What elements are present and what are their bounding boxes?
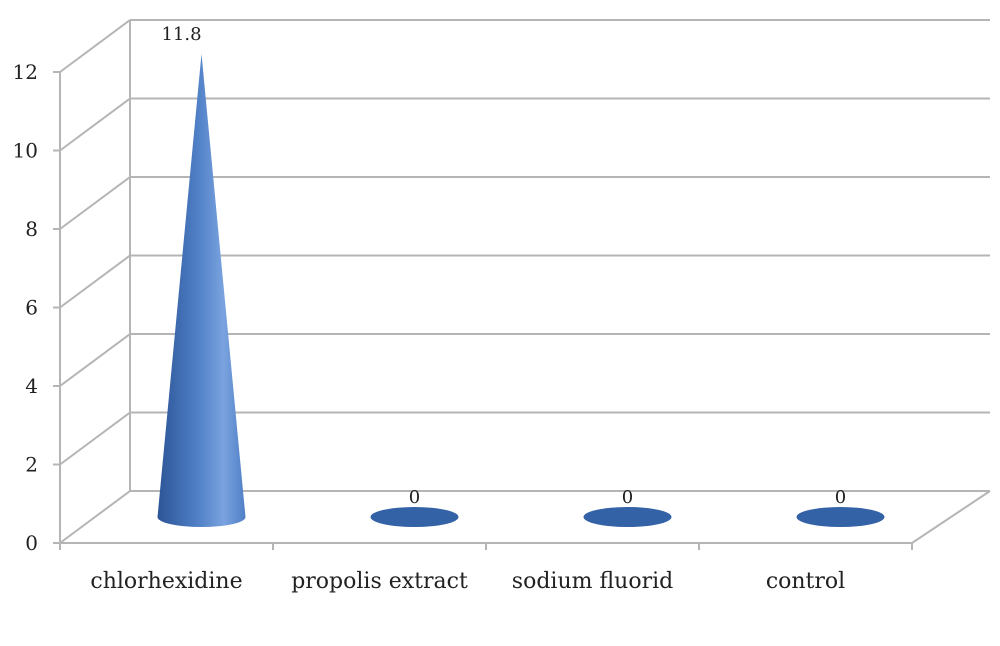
y-tick-label: 2 [25,453,38,477]
y-tick-label: 6 [25,296,38,320]
data-label: 11.8 [161,24,201,45]
gridline-depth [59,333,131,387]
data-label: 0 [622,487,633,508]
gridline-depth [59,254,131,309]
y-tick-label: 0 [25,531,38,555]
cone-bar [157,53,246,527]
category-label: control [766,569,845,594]
y-tick-label: 10 [13,139,38,163]
data-label: 0 [409,487,420,508]
y-tick-label: 4 [25,374,38,398]
y-tick-label: 12 [13,60,38,84]
gridline-depth [59,490,131,544]
gridline-depth [59,97,131,152]
gridline-depth [59,411,131,466]
category-labels: chlorhexidine propolis extract sodium fluo… [90,569,845,594]
data-label: 0 [835,487,846,508]
category-label: chlorhexidine [90,569,242,594]
gridline-depth [59,19,131,73]
cone-base [370,507,459,527]
cone-base [796,507,885,527]
gridlines [59,19,991,544]
category-label: sodium fluorid [512,569,673,594]
floor-edge [911,490,991,544]
y-tick-label: 8 [25,217,38,241]
cones [157,53,885,527]
cone-base [583,507,672,527]
gridline-depth [59,176,131,230]
axes [53,71,913,550]
category-label: propolis extract [291,569,468,594]
data-labels: 11.8 0 0 0 [161,24,846,508]
y-tick-labels: 0 2 4 6 8 10 12 [13,60,38,555]
